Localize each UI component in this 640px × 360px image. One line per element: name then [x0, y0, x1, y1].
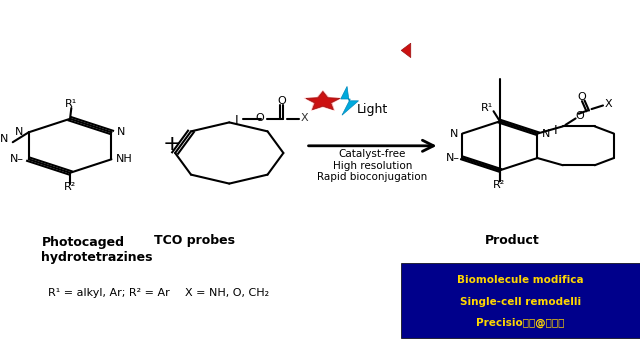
Text: TCO probes: TCO probes [154, 234, 235, 247]
Text: N: N [541, 129, 550, 139]
Text: Single-cell remodelli: Single-cell remodelli [460, 297, 581, 307]
Text: N: N [15, 127, 23, 137]
Text: X: X [604, 99, 612, 109]
Text: O: O [577, 92, 586, 102]
Text: O: O [277, 96, 286, 106]
Text: I: I [235, 114, 239, 127]
Text: X = NH, O, CH₂: X = NH, O, CH₂ [185, 288, 269, 298]
Text: Photocaged
hydrotetrazines: Photocaged hydrotetrazines [42, 236, 153, 264]
Text: N–: N– [10, 154, 24, 164]
Text: R²: R² [64, 182, 76, 192]
Text: R¹: R¹ [481, 103, 493, 113]
Text: O: O [576, 111, 584, 121]
Text: N: N [450, 129, 458, 139]
Text: NH: NH [116, 154, 132, 164]
Polygon shape [340, 86, 358, 115]
Text: Biomolecule modifica: Biomolecule modifica [458, 275, 584, 285]
Text: R¹ = alkyl, Ar; R² = Ar: R¹ = alkyl, Ar; R² = Ar [48, 288, 170, 298]
Text: Catalyst-free
High resolution
Rapid bioconjugation: Catalyst-free High resolution Rapid bioc… [317, 149, 428, 182]
Polygon shape [306, 91, 340, 110]
Text: N: N [0, 134, 9, 144]
Text: X: X [301, 113, 308, 123]
Text: O: O [255, 113, 264, 123]
Text: I: I [554, 124, 557, 137]
Text: R¹: R¹ [65, 99, 77, 109]
Polygon shape [401, 43, 411, 58]
Text: Product: Product [485, 234, 540, 247]
Text: +: + [163, 134, 181, 154]
Text: Precisio头条@医学内: Precisio头条@医学内 [476, 318, 564, 328]
Text: N–: N– [446, 153, 460, 163]
Text: Light: Light [357, 103, 388, 116]
FancyBboxPatch shape [401, 263, 640, 338]
Polygon shape [303, 90, 342, 111]
Text: N: N [116, 127, 125, 137]
Text: R²: R² [493, 180, 505, 190]
